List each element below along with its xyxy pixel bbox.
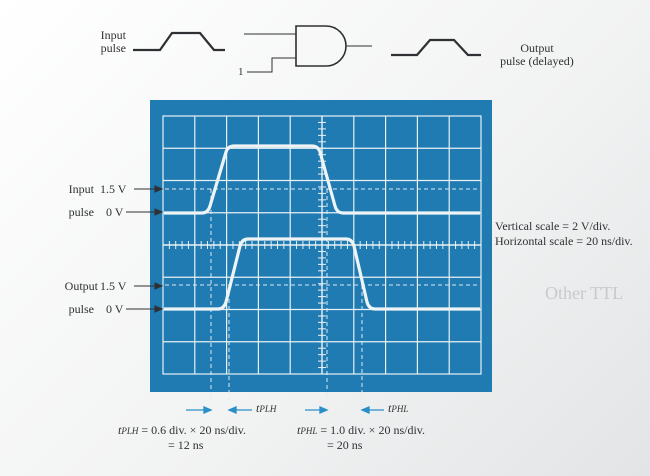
gate-input-b-wire (247, 57, 296, 73)
tphl-formula-t: t (297, 423, 301, 437)
scope-axis-ticks (162, 115, 476, 375)
background-heading: Other TTL (545, 283, 624, 303)
tplh-formula: tPLH = 0.6 div. × 20 ns/div. (118, 424, 246, 438)
tphl-formula-eq: = 1.0 div. × 20 ns/div. (317, 423, 426, 437)
level-pointer-arrows (126, 185, 164, 313)
input-pulse-icon (133, 31, 225, 52)
input-level-low: 0 V (106, 205, 124, 219)
propagation-delay-arrows (186, 406, 384, 414)
output-level-high: 1.5 V (100, 279, 127, 293)
tphl-marker-sub: PHL (391, 404, 409, 414)
tplh-marker-t: t (256, 401, 260, 415)
tphl-marker-t: t (388, 401, 392, 415)
tplh-result: = 12 ns (168, 438, 204, 452)
horizontal-scale-note: Horizontal scale = 20 ns/div. (495, 234, 633, 248)
output-pulse-label: Output pulse (delayed) (482, 42, 592, 68)
input-row-label: Input (68, 182, 94, 196)
tplh-marker-sub: PLH (259, 404, 277, 414)
timing-reference-lines (210, 189, 363, 400)
input-pulse-trace (164, 144, 480, 215)
output-row-label2: pulse (68, 302, 94, 316)
tplh-formula-t: t (118, 423, 122, 437)
tphl-formula: tPHL = 1.0 div. × 20 ns/div. (297, 424, 425, 438)
and-gate-icon (295, 25, 347, 67)
output-row-label: Output (64, 279, 98, 293)
tphl-marker: tPHL (388, 402, 408, 416)
output-pulse-icon (391, 38, 481, 57)
gate-input-value: 1 (238, 66, 244, 78)
output-pulse-label-line2: pulse (delayed) (500, 54, 574, 68)
output-level-low: 0 V (106, 302, 124, 316)
input-row-label2: pulse (68, 205, 94, 219)
tplh-formula-eq: = 0.6 div. × 20 ns/div. (138, 423, 247, 437)
output-pulse-trace (164, 237, 480, 311)
output-pulse-label-line1: Output (520, 41, 554, 55)
tphl-result: = 20 ns (327, 438, 363, 452)
input-pulse-label-line2: pulse (100, 41, 126, 55)
tphl-formula-sub: PHL (300, 426, 318, 436)
tplh-marker: tPLH (256, 402, 276, 416)
input-pulse-label-line1: Input (100, 28, 126, 42)
input-pulse-label: Input pulse (70, 29, 126, 55)
input-level-high: 1.5 V (100, 182, 127, 196)
vertical-scale-note: Vertical scale = 2 V/div. (495, 219, 611, 233)
tplh-formula-sub: PLH (121, 426, 139, 436)
